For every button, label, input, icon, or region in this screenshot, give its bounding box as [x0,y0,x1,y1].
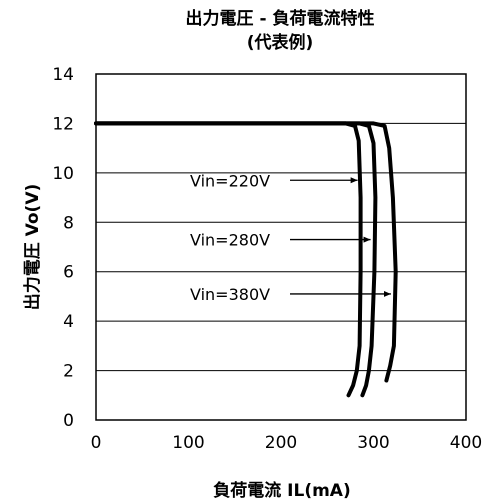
x-tick-label: 300 [357,433,389,453]
y-tick-label: 6 [63,263,74,283]
x-tick-label: 400 [450,433,482,453]
series-line-2 [94,121,378,398]
y-tick-label: 0 [63,411,74,431]
y-tick-label: 2 [63,362,74,382]
y-tick-label: 10 [52,164,74,184]
y-axis-label: 出力電圧 Vo(V) [22,184,43,311]
plot-frame [95,73,467,421]
x-tick-labels: 0 100 200 300 400 [91,433,483,453]
grid [96,122,466,372]
annotation-label-3: Vin=380V [190,285,270,304]
x-tick-label: 200 [265,433,297,453]
y-tick-label: 8 [63,213,74,233]
x-tick-label: 100 [172,433,204,453]
y-tick-labels: 0 2 4 6 8 10 12 14 [52,65,74,431]
annotations: Vin=220V Vin=280V Vin=380V [190,171,391,304]
annotation-label-2: Vin=280V [190,231,270,250]
annotation-label-1: Vin=220V [190,171,270,190]
x-axis-label: 負荷電流 IL(mA) [213,480,351,501]
y-tick-label: 12 [52,114,74,134]
x-tick-label: 0 [91,433,102,453]
y-tick-label: 14 [52,65,74,85]
series-lines [94,121,398,398]
series-line-3 [94,121,398,383]
chart-subtitle: (代表例) [247,32,314,53]
y-tick-label: 4 [63,312,74,332]
series-line-1 [94,121,363,398]
chart-title: 出力電圧 - 負荷電流特性 [186,8,375,29]
